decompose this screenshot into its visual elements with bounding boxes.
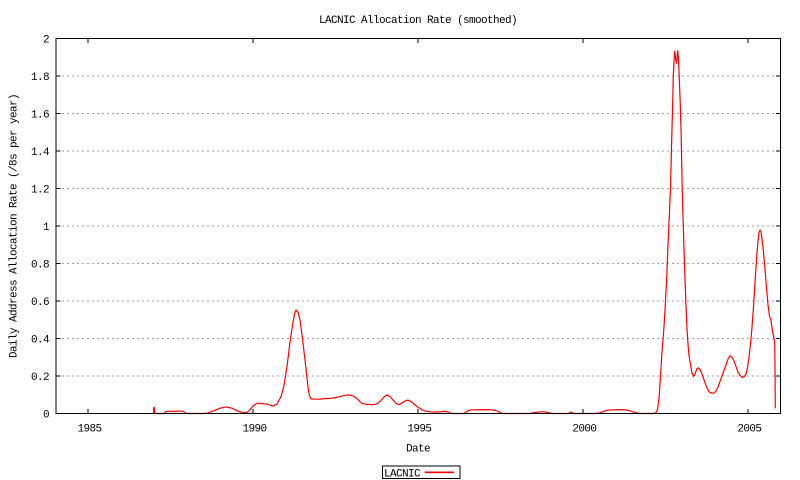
svg-text:1990: 1990 (242, 424, 266, 436)
svg-text:1: 1 (43, 222, 50, 234)
svg-text:1.8: 1.8 (31, 72, 49, 84)
svg-text:0.8: 0.8 (31, 260, 49, 272)
svg-text:1.2: 1.2 (31, 185, 49, 197)
svg-text:0: 0 (43, 410, 49, 422)
svg-text:LACNIC: LACNIC (384, 468, 421, 480)
svg-text:1995: 1995 (407, 424, 431, 436)
svg-text:1.6: 1.6 (31, 110, 49, 122)
svg-text:0.2: 0.2 (31, 372, 49, 384)
svg-text:Daily Address Allocation Rate: Daily Address Allocation Rate (/8s per y… (9, 94, 21, 358)
svg-text:LACNIC Allocation Rate (smooth: LACNIC Allocation Rate (smoothed) (319, 15, 517, 27)
svg-text:1.4: 1.4 (31, 147, 50, 159)
svg-text:2005: 2005 (737, 424, 761, 436)
svg-text:Date: Date (406, 444, 430, 456)
svg-text:0.4: 0.4 (31, 335, 50, 347)
svg-text:1985: 1985 (77, 424, 101, 436)
svg-text:2000: 2000 (572, 424, 596, 436)
svg-text:0.6: 0.6 (31, 297, 49, 309)
svg-text:2: 2 (43, 35, 49, 47)
